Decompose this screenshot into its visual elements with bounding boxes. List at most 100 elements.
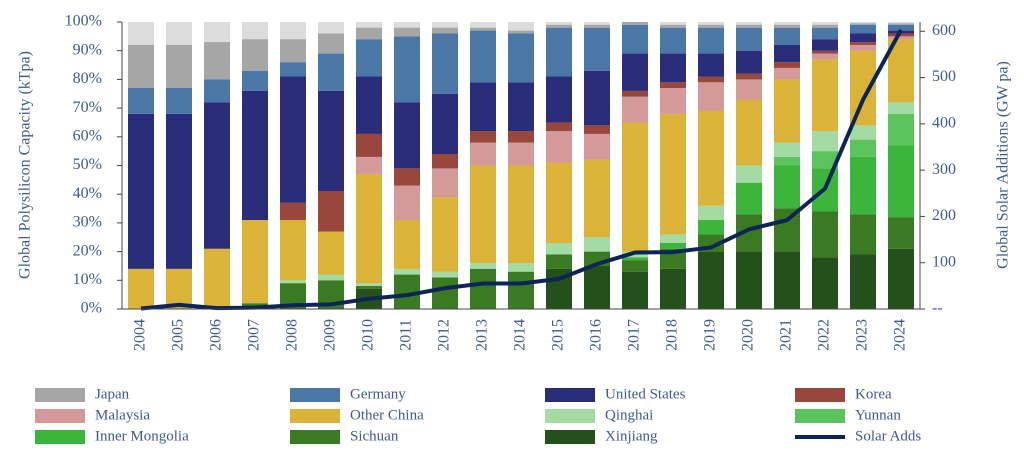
bar-segment bbox=[660, 24, 686, 28]
legend-swatch bbox=[35, 430, 85, 444]
bar-segment bbox=[888, 102, 914, 114]
bar-segment bbox=[850, 50, 876, 126]
y-tick-label: 100% bbox=[65, 13, 102, 30]
bar-segment bbox=[280, 39, 306, 63]
bar-segment bbox=[432, 93, 458, 155]
bar-segment bbox=[698, 220, 724, 235]
legend-swatch bbox=[795, 409, 845, 423]
bar-segment bbox=[888, 217, 914, 249]
bar-segment bbox=[584, 70, 610, 126]
y-tick-label: 70% bbox=[73, 99, 102, 116]
bar-segment bbox=[698, 82, 724, 111]
bar-segment bbox=[850, 44, 876, 51]
legend-label: Inner Mongolia bbox=[95, 428, 189, 444]
bar-segment bbox=[622, 260, 648, 272]
bar-segment bbox=[888, 113, 914, 146]
bar-segment bbox=[812, 39, 838, 51]
line-series bbox=[140, 28, 903, 311]
bar-segment bbox=[242, 220, 268, 304]
bar-segment bbox=[584, 24, 610, 28]
x-tick-label: 2007 bbox=[246, 319, 263, 351]
bar-segment bbox=[660, 53, 686, 83]
bar-segment bbox=[470, 268, 496, 309]
bar-segment bbox=[508, 33, 534, 83]
bar-segment bbox=[736, 99, 762, 166]
y-tick-label: 20% bbox=[73, 242, 102, 259]
bar-segment bbox=[508, 271, 534, 309]
legend-swatch bbox=[35, 388, 85, 402]
bar-segment bbox=[774, 27, 800, 45]
legend-label: Solar Adds bbox=[855, 428, 921, 444]
bar-segment bbox=[394, 36, 420, 103]
bar-segment bbox=[394, 268, 420, 275]
y-tick-label: 80% bbox=[73, 70, 102, 87]
bar-segment bbox=[242, 70, 268, 91]
bar-segment bbox=[812, 131, 838, 152]
y2-tick-label: 400 bbox=[932, 115, 956, 132]
x-tick-label: 2016 bbox=[588, 319, 605, 351]
legend-label: Malaysia bbox=[95, 407, 150, 423]
bar-segment bbox=[280, 202, 306, 221]
bar-segment bbox=[774, 156, 800, 166]
bar-segment bbox=[356, 133, 382, 157]
bar-segment bbox=[698, 251, 724, 309]
bar-segment bbox=[318, 90, 344, 192]
bar-segment bbox=[470, 165, 496, 264]
bar-segment bbox=[584, 133, 610, 160]
legend-label: Xinjiang bbox=[605, 428, 658, 444]
bar-segment bbox=[546, 162, 572, 243]
bar-segment bbox=[850, 139, 876, 157]
bar-segment bbox=[508, 263, 534, 272]
bar-segment bbox=[812, 257, 838, 309]
bar-segment bbox=[850, 125, 876, 140]
bar-segment bbox=[660, 27, 686, 54]
bar-segment bbox=[888, 36, 914, 40]
bar-segment bbox=[584, 125, 610, 134]
bar-segment bbox=[850, 23, 876, 25]
bar-segment bbox=[622, 271, 648, 309]
bar-segment bbox=[394, 168, 420, 186]
bar-segment bbox=[774, 24, 800, 28]
bar-segment bbox=[622, 22, 648, 25]
x-tick-label: 2017 bbox=[626, 319, 643, 351]
y2-tick-label: 500 bbox=[932, 68, 956, 85]
bar-segment bbox=[660, 242, 686, 249]
bar-segment bbox=[660, 113, 686, 235]
bar-segment bbox=[812, 53, 838, 60]
bar-segment bbox=[128, 44, 154, 89]
bar-segment bbox=[508, 30, 534, 34]
x-tick-label: 2004 bbox=[132, 319, 149, 351]
x-tick-label: 2006 bbox=[208, 319, 225, 351]
bar-segment bbox=[812, 50, 838, 54]
bar-segment bbox=[432, 277, 458, 309]
bar-segment bbox=[850, 24, 876, 34]
x-tick-label: 2012 bbox=[436, 319, 453, 351]
bar-segment bbox=[546, 76, 572, 123]
bar-segment bbox=[356, 283, 382, 287]
legend-swatch bbox=[290, 409, 340, 423]
bar-segment bbox=[546, 131, 572, 163]
bar-segment bbox=[470, 263, 496, 269]
x-tick-label: 2014 bbox=[512, 319, 529, 351]
bar-segment bbox=[698, 27, 724, 54]
bar-segment bbox=[622, 90, 648, 97]
bar-segment bbox=[318, 274, 344, 281]
x-tick-label: 2019 bbox=[702, 319, 719, 351]
bar-segment bbox=[774, 67, 800, 80]
legend-label: Qinghai bbox=[605, 407, 653, 423]
y2-axis-title: Global Solar Additions (GW pa) bbox=[995, 61, 1012, 269]
bar-segment bbox=[812, 27, 838, 40]
bar-segment bbox=[128, 268, 154, 309]
bar-segment bbox=[128, 88, 154, 114]
x-tick-label: 2023 bbox=[854, 319, 871, 351]
y-tick-label: 30% bbox=[73, 214, 102, 231]
legend-label: Korea bbox=[855, 386, 892, 402]
bar-segment bbox=[280, 76, 306, 203]
bar-segment bbox=[508, 165, 534, 264]
x-tick-label: 2020 bbox=[740, 319, 757, 351]
bar-segment bbox=[736, 79, 762, 100]
bar-segment bbox=[546, 24, 572, 28]
bar-segment bbox=[698, 110, 724, 206]
bar-segment bbox=[622, 53, 648, 91]
bar-segment bbox=[736, 251, 762, 309]
